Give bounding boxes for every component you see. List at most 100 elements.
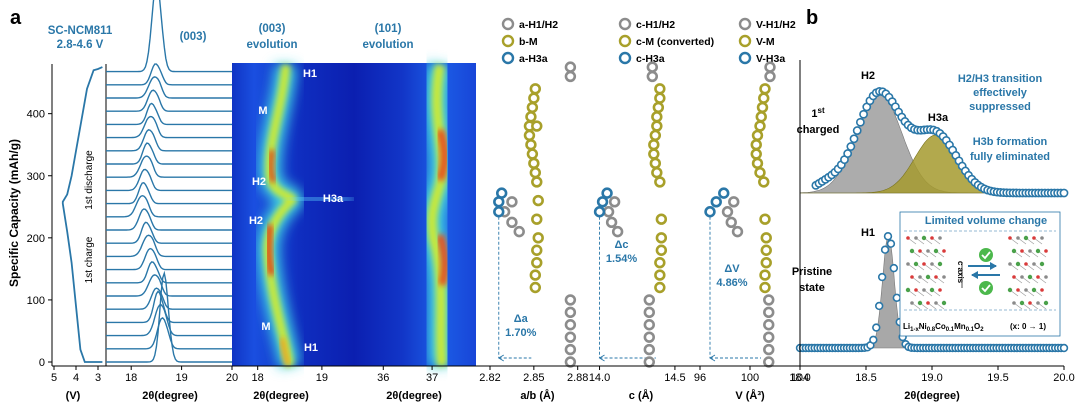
m-point bbox=[751, 157, 764, 170]
phase-label: H1 bbox=[304, 342, 318, 354]
bottom-point bbox=[892, 293, 901, 302]
m-point bbox=[754, 120, 766, 132]
atom bbox=[930, 236, 934, 240]
bottom-point bbox=[1059, 343, 1069, 353]
waterfall-line bbox=[106, 194, 232, 218]
atom bbox=[1019, 300, 1025, 306]
legend-label: a-H1/H2 bbox=[519, 19, 558, 31]
phase-label: H2 bbox=[249, 215, 263, 227]
waterfall-title: (003) bbox=[180, 31, 207, 43]
atom bbox=[1035, 248, 1041, 254]
atom bbox=[1023, 235, 1029, 241]
m-point bbox=[651, 120, 663, 132]
atom bbox=[1027, 274, 1033, 280]
m-point bbox=[529, 83, 542, 95]
m-point bbox=[655, 244, 668, 256]
waterfall-line bbox=[106, 63, 232, 86]
m-point bbox=[531, 120, 543, 132]
inset-formula: Li1-xNi0.8Co0.1Mn0.1O2 bbox=[903, 322, 984, 333]
bottom-point bbox=[874, 301, 884, 311]
inset-title: Limited volume change bbox=[925, 215, 1047, 227]
crystal-structure-left bbox=[905, 235, 947, 310]
atom bbox=[937, 261, 943, 267]
h1h2-point bbox=[725, 216, 737, 229]
waterfall-line bbox=[106, 168, 232, 192]
m-point bbox=[654, 269, 666, 281]
waterfall-line bbox=[106, 304, 232, 337]
legend-label: V-M bbox=[756, 36, 775, 48]
waterfall-line bbox=[106, 274, 232, 297]
h1-label: H1 bbox=[861, 227, 875, 239]
h1h2-point bbox=[643, 319, 655, 331]
h1h2-point bbox=[763, 356, 775, 368]
atom bbox=[918, 275, 922, 279]
m-point bbox=[528, 157, 540, 170]
m-point bbox=[529, 166, 542, 179]
atom bbox=[1028, 301, 1032, 305]
h3a-point bbox=[493, 206, 505, 218]
atom bbox=[922, 288, 926, 292]
waterfall-line bbox=[106, 261, 232, 284]
bottom-point bbox=[872, 323, 881, 332]
eliminated-line-1: H3b formation bbox=[973, 136, 1048, 148]
atom bbox=[914, 288, 918, 292]
contour-003-x-title: 2θ(degree) bbox=[253, 390, 309, 402]
m-point bbox=[759, 269, 771, 281]
lattice-legend: a-H1/H2 b-M a-H3a c-H1/H2 c-M (converted) c-H… bbox=[501, 17, 796, 65]
top-point bbox=[846, 142, 856, 151]
m-point bbox=[755, 111, 767, 123]
h3a-point bbox=[710, 196, 722, 208]
atom bbox=[942, 249, 946, 253]
panel-b-tick-label: 20.0 bbox=[1053, 372, 1074, 384]
m-point bbox=[649, 157, 662, 170]
h1h2-point bbox=[564, 306, 577, 319]
contour-101-x-title: 2θ(degree) bbox=[386, 390, 442, 402]
m-point bbox=[750, 139, 762, 151]
first-charged-label-2: charged bbox=[797, 124, 840, 136]
h1h2-point bbox=[721, 206, 734, 218]
m-point bbox=[654, 83, 666, 95]
atom bbox=[906, 236, 910, 240]
atom bbox=[1032, 236, 1036, 240]
m-point bbox=[529, 269, 542, 281]
contour-003-x-ticks: 18 19 bbox=[252, 366, 328, 384]
m-point bbox=[525, 111, 537, 123]
delta-arrow bbox=[497, 354, 505, 362]
atom bbox=[1024, 288, 1028, 292]
lattice-tick-label: 2.85 bbox=[523, 372, 544, 384]
atom bbox=[941, 300, 947, 306]
atom bbox=[914, 236, 918, 240]
h1h2-point bbox=[646, 61, 659, 73]
delta-arrow bbox=[598, 354, 605, 362]
m-point bbox=[655, 232, 668, 244]
lattice-subplot: 96 100 104 V (Å³) ΔV 4.86% bbox=[694, 61, 809, 402]
atom bbox=[934, 275, 938, 279]
contour-101-title-2: evolution bbox=[362, 39, 413, 51]
h1h2-point bbox=[602, 206, 615, 218]
panel-label-a: a bbox=[10, 7, 22, 29]
atom bbox=[1043, 300, 1049, 306]
h1h2-point bbox=[764, 70, 776, 83]
bottom-point bbox=[883, 232, 893, 241]
m-point bbox=[526, 101, 539, 114]
atom bbox=[938, 236, 942, 240]
m-point bbox=[648, 148, 660, 160]
y-axis-title: Specific Capacity (mAh/g) bbox=[7, 139, 21, 287]
atom bbox=[1040, 288, 1044, 292]
h1h2-point bbox=[506, 196, 518, 208]
waterfall-line bbox=[106, 0, 232, 73]
contour-101-background bbox=[354, 63, 476, 366]
voltage-x-title: (V) bbox=[66, 390, 81, 402]
bottom-data-points bbox=[795, 232, 1069, 353]
atom bbox=[1015, 261, 1021, 267]
h1h2-point bbox=[608, 196, 621, 208]
m-point bbox=[532, 194, 544, 207]
lattice-x-title: V (Å³) bbox=[735, 389, 765, 402]
atom bbox=[930, 262, 934, 266]
waterfall-tick-label: 19 bbox=[175, 372, 187, 384]
first-discharge-label: 1st discharge bbox=[84, 150, 95, 210]
panel-b-x-ticks: 18.0 18.5 19.0 19.5 20.0 bbox=[789, 60, 1075, 384]
panel-b-tick-label: 19.5 bbox=[987, 372, 1008, 384]
legend-label: c-M (converted) bbox=[636, 36, 714, 48]
